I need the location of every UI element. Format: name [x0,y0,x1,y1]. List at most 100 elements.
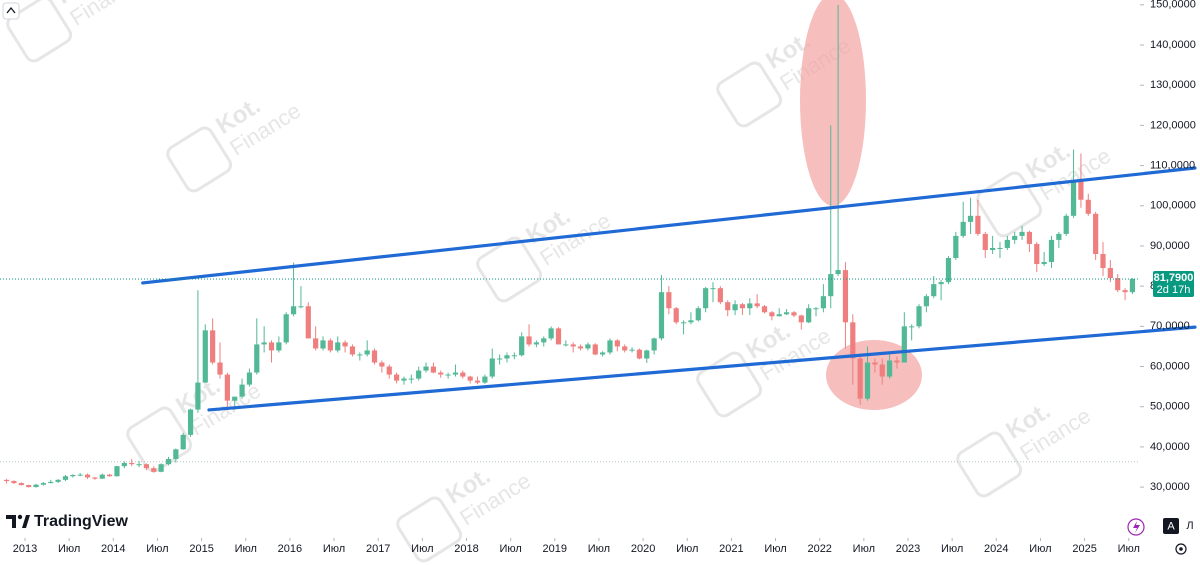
candle-body [504,355,510,359]
settings-button[interactable] [1175,543,1187,555]
candle-body [320,340,326,349]
lightning-button[interactable] [1127,518,1145,536]
candle-body [62,476,69,480]
candle-body [820,296,826,309]
candle-body [923,296,929,307]
candle-body [754,303,760,307]
candle-body [460,372,466,377]
candle-body [1129,278,1136,293]
candle-body [960,221,966,236]
candle-body [40,483,46,485]
highlight-ellipse [800,0,866,206]
auto-button[interactable] [1163,518,1179,534]
x-tick-label: 2013 [13,543,37,555]
collapse-button[interactable] [2,2,20,20]
candle-body [489,358,495,377]
watermark-icon [6,0,73,63]
logo-text: TradingView [34,513,129,530]
plot-area [0,4,1197,488]
x-tick-label: Июл [323,543,345,555]
candle-body [129,462,135,465]
x-tick-label: 2025 [1072,543,1096,555]
candle-body [636,349,643,359]
x-tick-label: 2018 [454,543,478,555]
candle-body [423,366,429,371]
x-tick-label: Июл [676,543,698,555]
candle-body [842,270,849,323]
candle-body [982,233,988,250]
candle-body [761,306,768,313]
candle-body [548,328,554,339]
y-tick-label: 130,0000 [1150,79,1196,91]
candle-body [497,358,503,360]
candle-body [1100,253,1106,269]
candle-body [577,346,584,349]
candle-body [107,474,113,477]
x-tick-label: Июл [499,543,521,555]
y-tick-label: 100,0000 [1150,200,1196,212]
candle-body [887,360,893,377]
candle-body [879,364,885,377]
x-tick-label: Июл [411,543,433,555]
y-tick-label: 110,0000 [1150,159,1195,171]
candle-body [813,308,819,310]
candle-body [916,306,922,327]
candle-body [313,338,319,349]
x-tick-label: Июл [58,543,80,555]
candle-body [990,247,996,250]
candle-body [651,338,657,351]
candle-body [695,308,701,321]
candle-body [408,378,414,380]
y-tick-label: 30,0000 [1150,481,1190,493]
candle-body [783,312,790,315]
candle-body [1056,233,1062,240]
candle-body [357,354,363,356]
x-tick-label: Июл [941,543,963,555]
candle-body [1107,268,1113,279]
candle-body [1093,213,1099,254]
x-tick-label: 2023 [896,543,920,555]
candle-body [217,362,223,375]
candle-body [533,342,540,345]
candle-body [747,303,753,309]
y-tick-label: 150,0000 [1150,0,1196,11]
candle-body [438,372,444,375]
x-tick-label: Июл [1118,543,1140,555]
candle-body [165,458,172,465]
candle-body [121,462,127,467]
candle-body [92,477,98,479]
candle-body [371,350,378,363]
candle-body [931,284,937,297]
candle-body [629,349,635,351]
candle-body [658,292,665,339]
candle-body [11,481,17,484]
candle-body [872,362,878,365]
x-tick-label: 2019 [543,543,567,555]
candle-body [526,336,532,345]
candle-body [18,483,24,486]
candle-body [1026,231,1033,244]
candle-body [254,344,260,373]
y-tick-label: 60,0000 [1150,360,1190,372]
candle-body [158,464,164,472]
candle-body [953,235,959,259]
logo: TradingView [6,513,129,530]
candle-body [769,312,775,317]
watermark: Kot.Finance [6,0,145,63]
candle-body [739,304,746,309]
candle-body [1063,215,1069,234]
x-tick-label: 2014 [101,543,125,555]
candle-body [187,409,194,435]
candle-body [614,340,620,347]
candle-body [1048,239,1055,263]
candle-body [600,352,606,355]
x-tick-label: 2022 [807,543,831,555]
candle-body [379,362,385,367]
candle-body [364,350,370,355]
x-tick-label: Июл [146,543,168,555]
log-label[interactable]: Л [1186,520,1193,532]
candle-body [1012,235,1018,240]
candle-body [673,308,679,323]
candle-body [261,342,267,345]
candle-body [305,306,311,339]
